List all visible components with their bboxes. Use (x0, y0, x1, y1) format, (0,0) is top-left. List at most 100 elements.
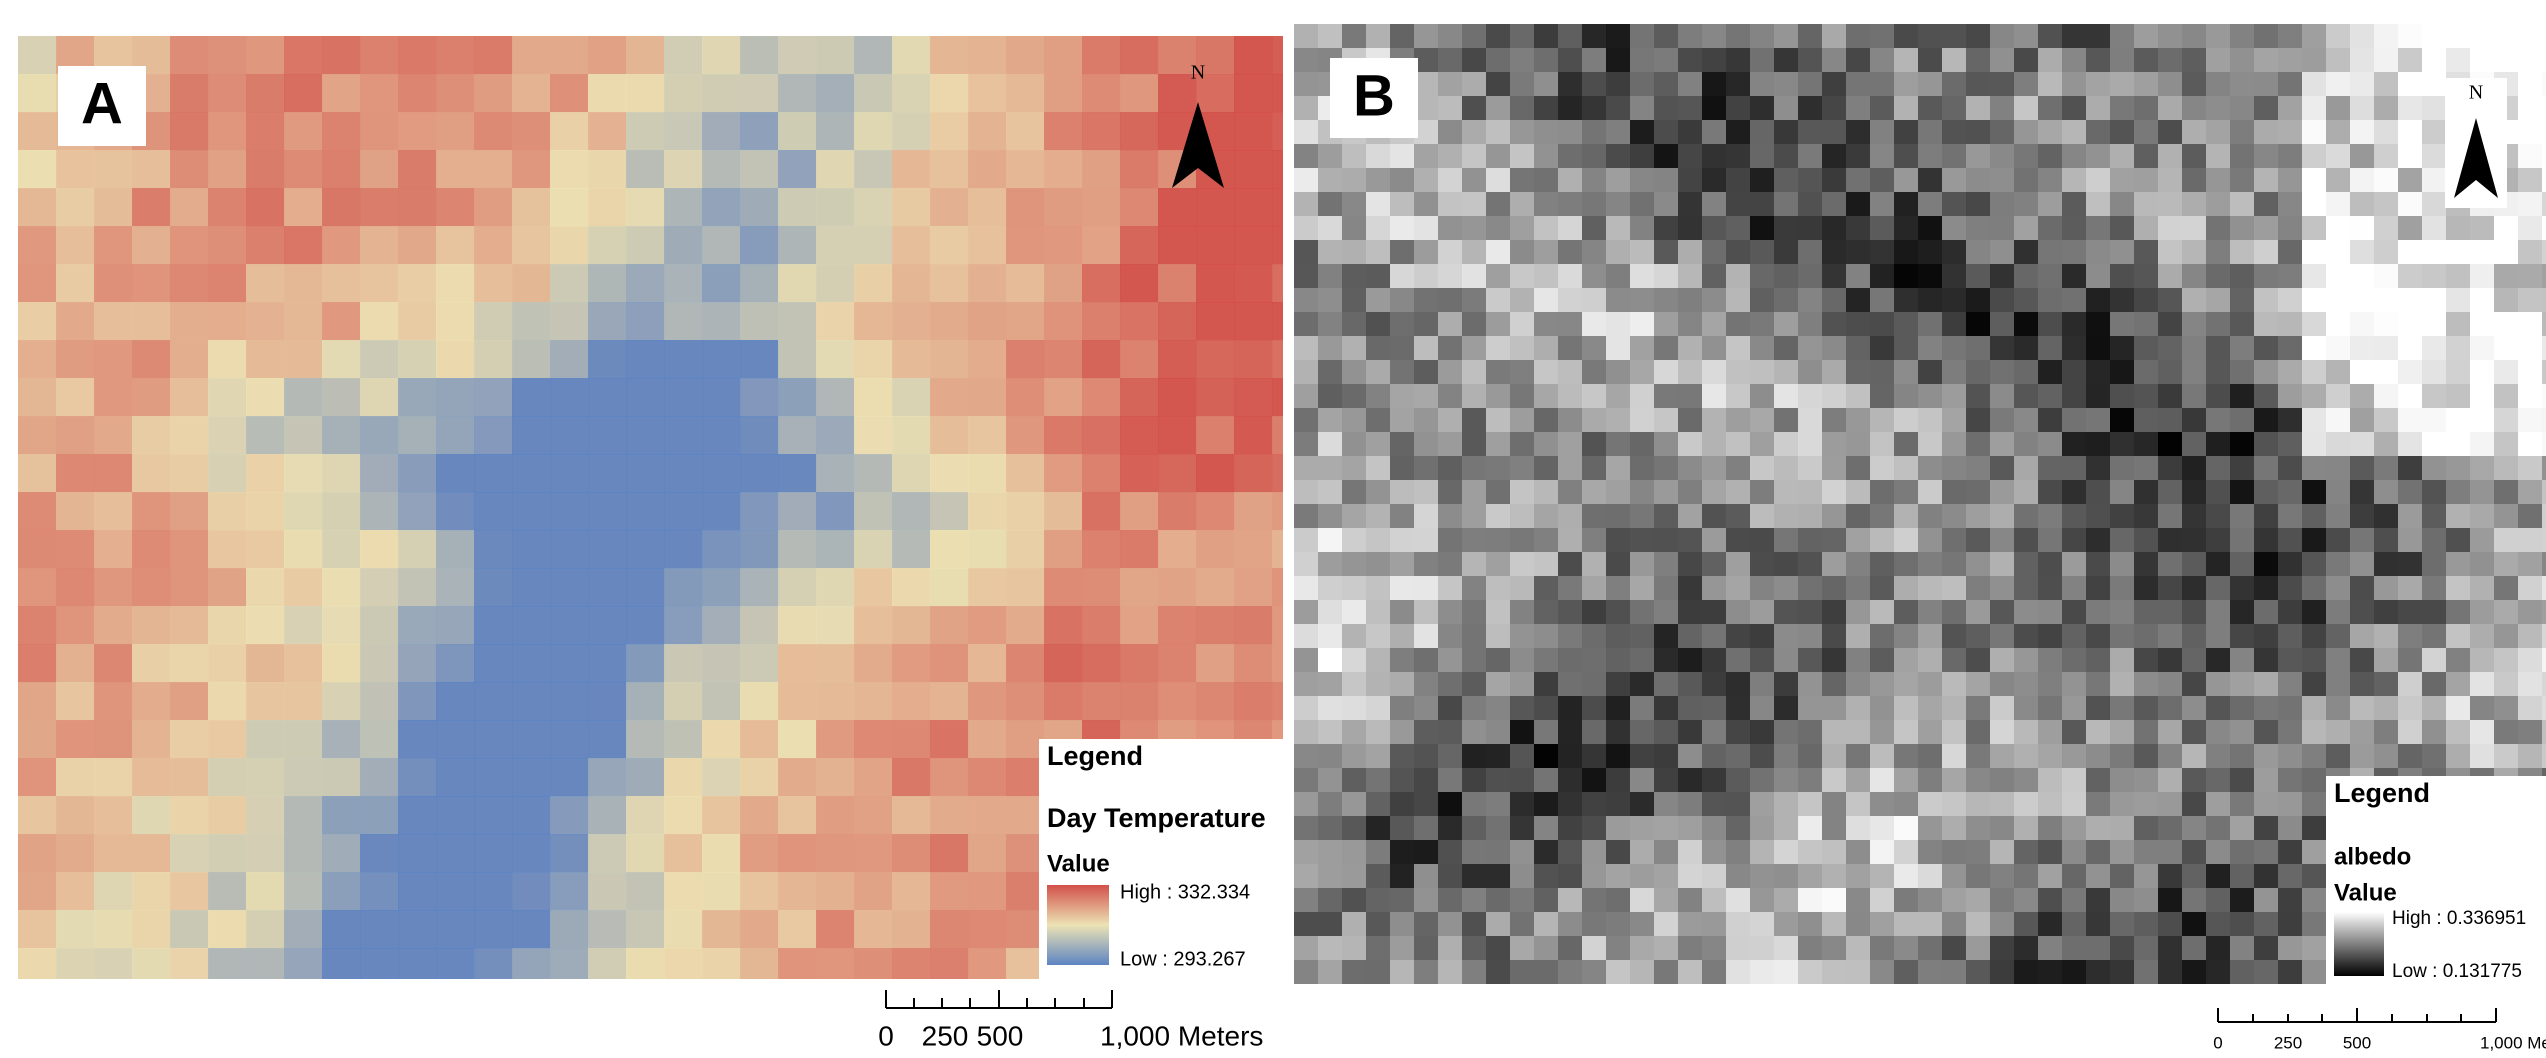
raster-cell (246, 758, 285, 797)
raster-cell (56, 606, 95, 645)
raster-cell (2086, 960, 2111, 985)
raster-cell (94, 872, 133, 911)
raster-cell (2038, 360, 2063, 385)
raster-cell (2470, 24, 2495, 49)
raster-cell (1414, 672, 1439, 697)
raster-cell (626, 188, 665, 227)
raster-cell (436, 606, 475, 645)
raster-cell (1846, 672, 1871, 697)
raster-cell (1390, 312, 1415, 337)
raster-cell (1294, 336, 1319, 361)
raster-cell (1414, 696, 1439, 721)
raster-cell (1534, 744, 1559, 769)
raster-cell (2302, 912, 2327, 937)
raster-cell (2062, 840, 2087, 865)
raster-cell (2110, 744, 2135, 769)
raster-cell (930, 644, 969, 683)
raster-cell (1006, 74, 1045, 113)
raster-cell (1750, 264, 1775, 289)
raster-cell (1726, 312, 1751, 337)
raster-cell (2446, 48, 2471, 73)
raster-cell (474, 226, 513, 265)
raster-cell (664, 74, 703, 113)
raster-cell (94, 188, 133, 227)
raster-cell (2278, 360, 2303, 385)
raster-cell (1990, 312, 2015, 337)
raster-cell (322, 226, 361, 265)
raster-cell (2374, 144, 2399, 169)
raster-cell (2158, 648, 2183, 673)
raster-cell (2134, 456, 2159, 481)
raster-cell (1534, 648, 1559, 673)
raster-cell (56, 682, 95, 721)
raster-cell (1294, 552, 1319, 577)
raster-cell (1438, 144, 1463, 169)
raster-cell (2038, 96, 2063, 121)
raster-cell (1558, 696, 1583, 721)
raster-cell (1534, 888, 1559, 913)
raster-cell (1774, 72, 1799, 97)
raster-cell (2206, 624, 2231, 649)
raster-cell (1846, 528, 1871, 553)
raster-cell (1534, 672, 1559, 697)
raster-cell (1438, 816, 1463, 841)
raster-cell (2158, 792, 2183, 817)
raster-cell (2182, 600, 2207, 625)
raster-cell (1750, 672, 1775, 697)
raster-cell (1044, 606, 1083, 645)
raster-cell (2254, 768, 2279, 793)
raster-cell (892, 568, 931, 607)
raster-cell (2206, 384, 2231, 409)
raster-cell (2182, 144, 2207, 169)
raster-cell (2062, 192, 2087, 217)
raster-cell (2518, 144, 2543, 169)
raster-cell (1678, 432, 1703, 457)
raster-cell (1798, 336, 1823, 361)
raster-cell (2398, 720, 2423, 745)
panel-label: A (81, 71, 123, 136)
raster-cell (1366, 312, 1391, 337)
raster-cell (1654, 360, 1679, 385)
raster-cell (1414, 744, 1439, 769)
raster-cell (1678, 168, 1703, 193)
raster-cell (930, 264, 969, 303)
raster-cell (1894, 120, 1919, 145)
raster-cell (1294, 744, 1319, 769)
raster-cell (2494, 648, 2519, 673)
raster-cell (778, 948, 817, 987)
raster-cell (2086, 888, 2111, 913)
raster-cell (1414, 840, 1439, 865)
raster-cell (1702, 216, 1727, 241)
raster-cell (1942, 288, 1967, 313)
raster-cell (1654, 288, 1679, 313)
raster-cell (702, 872, 741, 911)
raster-cell (588, 834, 627, 873)
raster-cell (550, 530, 589, 569)
raster-cell (2254, 408, 2279, 433)
raster-cell (588, 378, 627, 417)
raster-cell (2182, 120, 2207, 145)
raster-cell (2374, 456, 2399, 481)
raster-cell (474, 530, 513, 569)
raster-cell (2158, 480, 2183, 505)
raster-cell (702, 226, 741, 265)
raster-cell (2038, 216, 2063, 241)
raster-cell (1654, 720, 1679, 745)
raster-cell (2470, 648, 2495, 673)
raster-cell (1044, 530, 1083, 569)
raster-cell (1558, 96, 1583, 121)
raster-cell (1990, 432, 2015, 457)
raster-cell (1702, 120, 1727, 145)
raster-cell (322, 378, 361, 417)
raster-cell (208, 378, 247, 417)
raster-cell (1366, 168, 1391, 193)
raster-cell (18, 74, 57, 113)
raster-cell (778, 568, 817, 607)
raster-cell (1294, 288, 1319, 313)
raster-cell (1006, 226, 1045, 265)
raster-cell (2110, 264, 2135, 289)
raster-cell (208, 758, 247, 797)
raster-cell (1510, 936, 1535, 961)
raster-cell (1414, 192, 1439, 217)
raster-cell (1342, 936, 1367, 961)
